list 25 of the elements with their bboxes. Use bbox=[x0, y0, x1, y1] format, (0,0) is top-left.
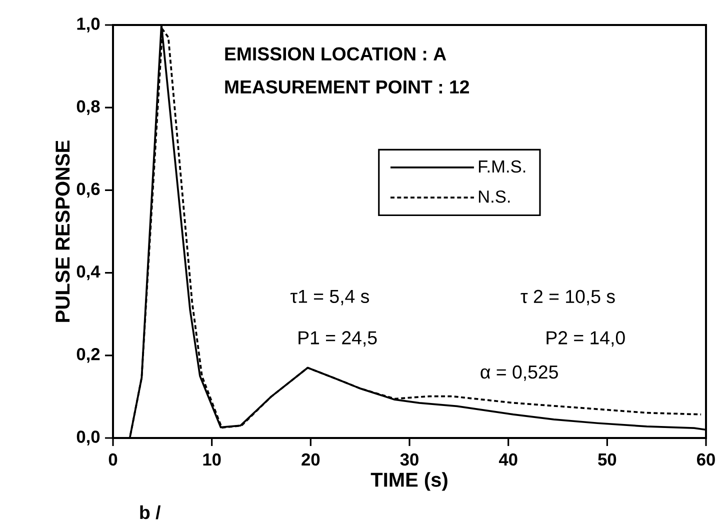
y-tick-label: 0,6 bbox=[76, 182, 100, 198]
y-tick-label: 0,2 bbox=[76, 348, 100, 363]
x-axis-title: TIME (s) bbox=[370, 472, 448, 491]
x-tick-label: 60 bbox=[696, 453, 715, 466]
x-tick-label: 0 bbox=[108, 453, 118, 466]
y-axis-title: PULSE RESPONSE bbox=[56, 140, 70, 322]
annotation: τ1 = 5,4 s bbox=[290, 290, 369, 306]
annotation: MEASUREMENT POINT : 12 bbox=[225, 80, 470, 94]
y-tick-label: 0,0 bbox=[76, 430, 100, 446]
x-tick-label: 30 bbox=[400, 453, 418, 466]
annotation: P1 = 24,5 bbox=[298, 331, 377, 347]
x-tick-label: 10 bbox=[203, 453, 221, 466]
y-tick-label: 0,4 bbox=[76, 265, 100, 280]
y-tick-label: 0,8 bbox=[76, 100, 100, 115]
text: b / bbox=[140, 505, 161, 520]
annotation: τ 2 = 10,5 s bbox=[520, 290, 615, 306]
legend-label: F.M.S. bbox=[478, 160, 526, 173]
x-tick-label: 20 bbox=[302, 453, 320, 466]
annotation: EMISSION LOCATION : A bbox=[225, 47, 446, 61]
legend-label: N.S. bbox=[478, 190, 510, 203]
x-tick-label: 40 bbox=[498, 453, 518, 466]
annotation: α = 0,525 bbox=[480, 365, 558, 381]
y-tick-label: 1,0 bbox=[77, 18, 100, 32]
x-tick-label: 50 bbox=[598, 453, 616, 466]
annotation: P2 = 14,0 bbox=[546, 331, 625, 347]
